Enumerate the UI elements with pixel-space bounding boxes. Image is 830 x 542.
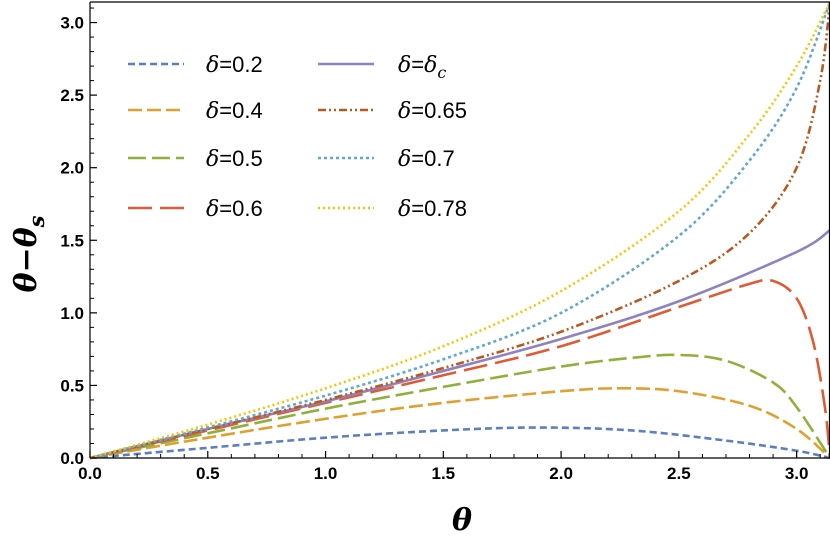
y-tick-label: 2.5 (60, 86, 84, 105)
series-line-2 (89, 353, 830, 460)
legend-label-7: δ=0.78 (398, 196, 467, 222)
y-tick-label: 1.5 (60, 231, 84, 250)
x-tick-label: 1.5 (432, 464, 456, 483)
ticks-layer: 0.0 0.5 1.0 1.5 2.0 2.5 3.0 0.0 0.5 1.0 1.5 2.0 2.5 3… (60, 7, 821, 483)
legend-label-6: δ=0.7 (398, 146, 455, 172)
legend-label-5: δ=0.65 (398, 98, 467, 124)
series-layer (89, 1, 830, 460)
x-tick-label: 2.0 (549, 464, 573, 483)
y-tick-label: 0.0 (60, 449, 84, 468)
legend-label-1: δ=0.4 (206, 98, 263, 124)
legend-label-3: δ=0.6 (206, 196, 263, 222)
axes-layer (89, 1, 830, 459)
x-axis-title: θ (452, 503, 472, 538)
y-axis-title-subscript: s (24, 215, 49, 228)
x-tick-label: 2.5 (667, 464, 691, 483)
y-tick-label: 0.5 (60, 376, 84, 395)
y-axis-title-main: θ−θ (9, 227, 44, 292)
y-axis-title: θ−θs (9, 215, 49, 292)
x-tick-label: 3.0 (785, 464, 809, 483)
x-tick-label: 0.0 (78, 464, 102, 483)
x-tick-label: 1.0 (314, 464, 338, 483)
legend-label-4: δ=δc (398, 52, 446, 82)
series-line-1 (89, 387, 830, 460)
series-line-0 (89, 426, 830, 460)
legend: δ=0.2 δ=0.4 δ=0.5 δ=0.6 δ=δc δ=0.65 δ=0.7 δ=0.7… (128, 52, 467, 222)
y-tick-label: 1.0 (60, 304, 84, 323)
series-line-6 (89, 1, 830, 460)
legend-label-0: δ=0.2 (206, 52, 263, 78)
series-line-5 (89, 2, 830, 460)
series-line-4 (89, 229, 830, 460)
y-tick-label: 3.0 (60, 14, 84, 33)
x-tick-label: 0.5 (196, 464, 220, 483)
y-tick-label: 2.0 (60, 159, 84, 178)
series-line-7 (89, 1, 830, 460)
legend-label-2: δ=0.5 (206, 146, 263, 172)
